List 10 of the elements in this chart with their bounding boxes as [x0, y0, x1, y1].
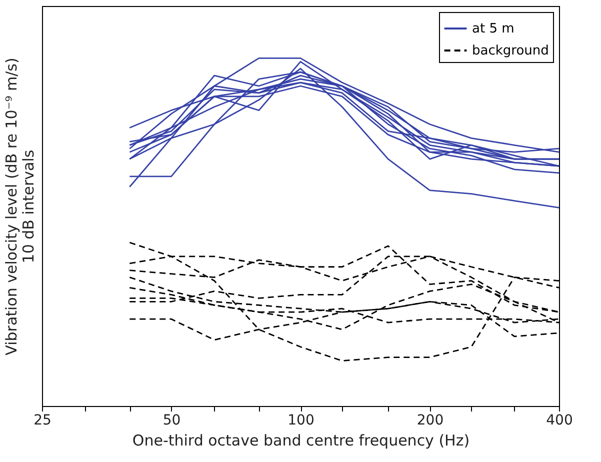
x-tick-label: 50 — [162, 412, 181, 428]
x-tick-label: 100 — [288, 412, 314, 428]
x-tick-label: 200 — [416, 412, 444, 428]
legend-label: at 5 m — [472, 22, 514, 36]
y-axis-title: Vibration velocity level (dB re 10⁻⁹ m/s) — [2, 58, 20, 356]
x-tick-label: 400 — [546, 412, 573, 428]
legend-label: background — [472, 44, 549, 58]
text: 10 dB intervals — [20, 150, 38, 264]
x-axis-title: One-third octave band centre frequency (Hz) — [132, 432, 470, 450]
x-tick-label: 25 — [34, 412, 52, 428]
